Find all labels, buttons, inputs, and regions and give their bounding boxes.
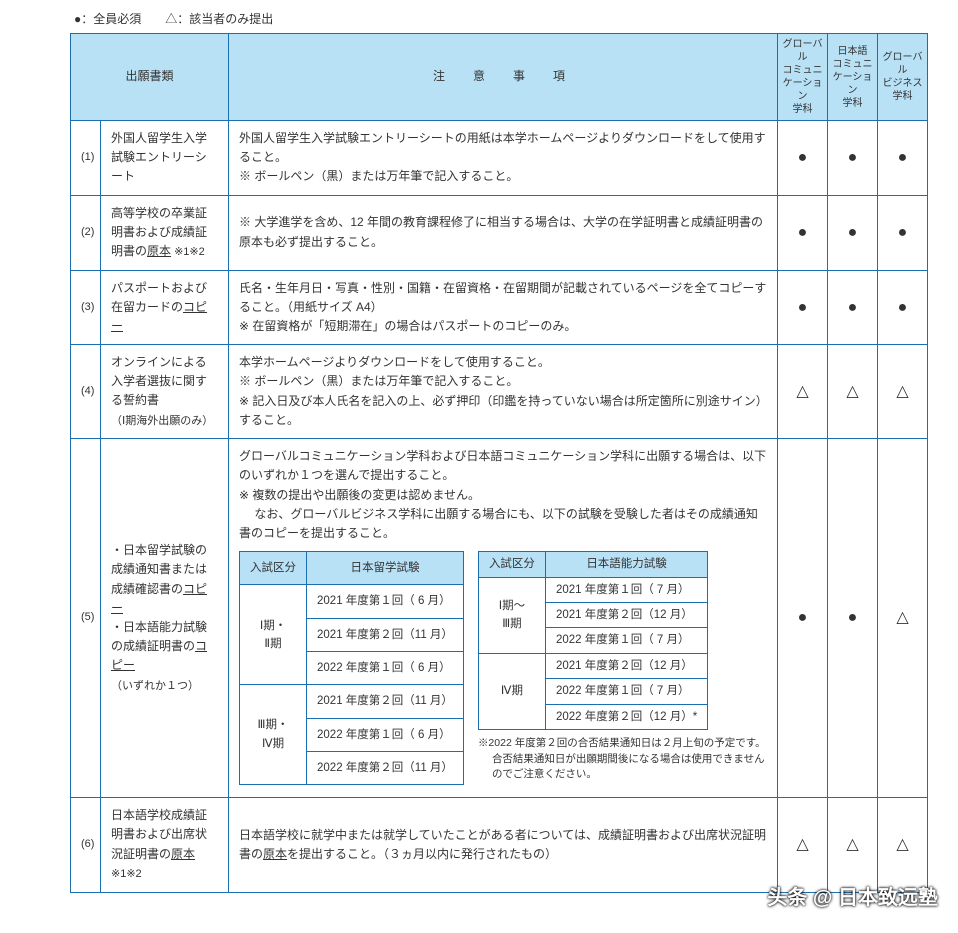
inner-header: 入試区分 — [478, 552, 545, 577]
inner-tables-wrap: 入試区分日本留学試験Ⅰ期・Ⅱ期2021 年度第１回（ 6 月）2021 年度第２… — [239, 551, 767, 785]
table-row: (1)外国人留学生入学試験エントリーシート外国人留学生入学試験エントリーシートの… — [71, 121, 928, 196]
dept-mark: △ — [878, 439, 928, 798]
notes-cell: グローバルコミュニケーション学科および日本語コミュニケーション学科に出願する場合… — [229, 439, 778, 798]
notes-cell: ※ 大学進学を含め、12 年間の教育課程修了に相当する場合は、大学の在学証明書と… — [229, 195, 778, 270]
dept-mark: △ — [828, 345, 878, 439]
table-header: 出願書類 注 意 事 項 グローバルコミュニケーション学科 日本語コミュニケーシ… — [71, 34, 928, 121]
inner-footnote: ※2022 年度第２回の合否結果通知日は２月上旬の予定です。合否結果通知日が出願… — [478, 736, 767, 783]
inner-group-label: Ⅲ期・Ⅳ期 — [240, 685, 307, 785]
inner-cell: 2021 年度第２回（11 月） — [307, 618, 464, 651]
dept-mark: △ — [778, 345, 828, 439]
notes-cell: 日本語学校に就学中または就学していたことがある者については、成績証明書および出席… — [229, 798, 778, 893]
document-name: 外国人留学生入学試験エントリーシート — [101, 121, 229, 196]
header-dept-2: 日本語コミュニケーション学科 — [828, 34, 878, 121]
inner-group-label: Ⅰ期～Ⅲ期 — [478, 577, 545, 653]
row-index: (2) — [71, 195, 101, 270]
row-index: (3) — [71, 270, 101, 345]
inner-cell: 2022 年度第１回（ 6 月） — [307, 718, 464, 751]
row-index: (1) — [71, 121, 101, 196]
dept-mark: △ — [828, 798, 878, 893]
inner-cell: 2022 年度第１回（ 7 月） — [545, 628, 707, 653]
notes-cell: 本学ホームページよりダウンロードをして使用すること。※ ボールペン（黒）または万… — [229, 345, 778, 439]
inner-cell: 2021 年度第２回（11 月） — [307, 685, 464, 718]
documents-table: 出願書類 注 意 事 項 グローバルコミュニケーション学科 日本語コミュニケーシ… — [70, 33, 928, 893]
watermark: 头条 @ 日本致远塾 — [767, 881, 938, 910]
dept-mark: △ — [878, 798, 928, 893]
row-index: (4) — [71, 345, 101, 439]
document-name: パスポートおよび在留カードのコピー — [101, 270, 229, 345]
notes-cell: 氏名・生年月日・写真・性別・国籍・在留資格・在留期間が記載されているページを全て… — [229, 270, 778, 345]
inner-cell: 2022 年度第２回（12 月）* — [545, 704, 707, 729]
inner-cell: 2021 年度第２回（12 月） — [545, 602, 707, 627]
inner-cell: 2022 年度第１回（ 6 月） — [307, 652, 464, 685]
inner-header: 日本語能力試験 — [545, 552, 707, 577]
table-body: (1)外国人留学生入学試験エントリーシート外国人留学生入学試験エントリーシートの… — [71, 121, 928, 893]
inner-cell: 2022 年度第１回（ 7 月） — [545, 679, 707, 704]
header-dept-3: グローバルビジネス学科 — [878, 34, 928, 121]
row-index: (5) — [71, 439, 101, 798]
document-name: ・日本留学試験の成績通知書または成績確認書のコピー・日本語能力試験の成績証明書の… — [101, 439, 229, 798]
table-row: (5)・日本留学試験の成績通知書または成績確認書のコピー・日本語能力試験の成績証… — [71, 439, 928, 798]
table-row: (3)パスポートおよび在留カードのコピー氏名・生年月日・写真・性別・国籍・在留資… — [71, 270, 928, 345]
table-row: (2)高等学校の卒業証明書および成績証明書の原本 ※1※2※ 大学進学を含め、1… — [71, 195, 928, 270]
dept-mark: ● — [778, 270, 828, 345]
row-index: (6) — [71, 798, 101, 893]
inner-cell: 2021 年度第１回（ 6 月） — [307, 585, 464, 618]
inner-cell: 2021 年度第２回（12 月） — [545, 653, 707, 678]
dept-mark: △ — [778, 798, 828, 893]
header-notes: 注 意 事 項 — [229, 34, 778, 121]
dept-mark: ● — [828, 270, 878, 345]
document-name: オンラインによる入学者選抜に関する誓約書（Ⅰ期海外出願のみ） — [101, 345, 229, 439]
dept-mark: ● — [878, 121, 928, 196]
dept-mark: ● — [878, 270, 928, 345]
dept-mark: ● — [828, 195, 878, 270]
dept-mark: ● — [778, 439, 828, 798]
inner-cell: 2021 年度第１回（ 7 月） — [545, 577, 707, 602]
inner-cell: 2022 年度第２回（11 月） — [307, 751, 464, 784]
notes-cell: 外国人留学生入学試験エントリーシートの用紙は本学ホームページよりダウンロードをし… — [229, 121, 778, 196]
dept-mark: ● — [778, 195, 828, 270]
inner-group-label: Ⅳ期 — [478, 653, 545, 729]
inner-table-right: 入試区分日本語能力試験Ⅰ期～Ⅲ期2021 年度第１回（ 7 月）2021 年度第… — [478, 551, 708, 730]
legend-text: ●：全員必須 △：該当者のみ提出 — [74, 10, 928, 27]
dept-mark: ● — [828, 439, 878, 798]
document-name: 日本語学校成績証明書および出席状況証明書の原本 ※1※2 — [101, 798, 229, 893]
dept-mark: ● — [878, 195, 928, 270]
inner-header: 入試区分 — [240, 552, 307, 585]
header-doc: 出願書類 — [71, 34, 229, 121]
header-dept-1: グローバルコミュニケーション学科 — [778, 34, 828, 121]
inner-group-label: Ⅰ期・Ⅱ期 — [240, 585, 307, 685]
inner-table-left: 入試区分日本留学試験Ⅰ期・Ⅱ期2021 年度第１回（ 6 月）2021 年度第２… — [239, 551, 464, 785]
notes-intro: グローバルコミュニケーション学科および日本語コミュニケーション学科に出願する場合… — [239, 447, 767, 543]
table-row: (6)日本語学校成績証明書および出席状況証明書の原本 ※1※2日本語学校に就学中… — [71, 798, 928, 893]
inner-header: 日本留学試験 — [307, 552, 464, 585]
document-name: 高等学校の卒業証明書および成績証明書の原本 ※1※2 — [101, 195, 229, 270]
inner-right-box: 入試区分日本語能力試験Ⅰ期～Ⅲ期2021 年度第１回（ 7 月）2021 年度第… — [478, 551, 767, 785]
table-row: (4)オンラインによる入学者選抜に関する誓約書（Ⅰ期海外出願のみ）本学ホームペー… — [71, 345, 928, 439]
dept-mark: ● — [778, 121, 828, 196]
dept-mark: △ — [878, 345, 928, 439]
dept-mark: ● — [828, 121, 878, 196]
